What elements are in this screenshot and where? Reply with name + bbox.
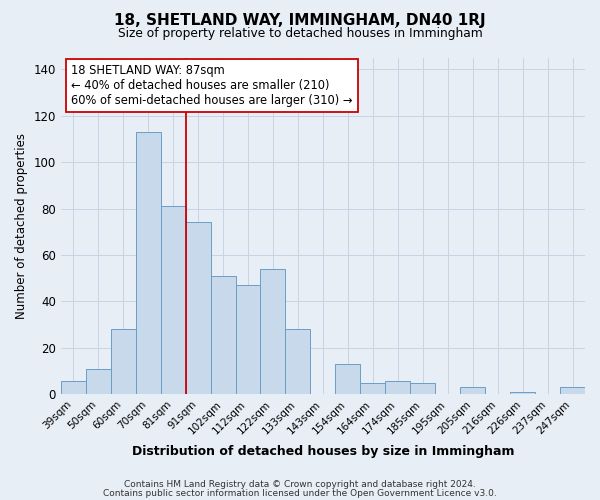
Bar: [410, 383, 435, 394]
Bar: [460, 388, 485, 394]
Bar: [61, 380, 86, 394]
Text: Contains HM Land Registry data © Crown copyright and database right 2024.: Contains HM Land Registry data © Crown c…: [124, 480, 476, 489]
Bar: [236, 285, 260, 395]
Text: Contains public sector information licensed under the Open Government Licence v3: Contains public sector information licen…: [103, 489, 497, 498]
Bar: [361, 383, 385, 394]
Y-axis label: Number of detached properties: Number of detached properties: [15, 133, 28, 319]
Text: 18 SHETLAND WAY: 87sqm
← 40% of detached houses are smaller (210)
60% of semi-de: 18 SHETLAND WAY: 87sqm ← 40% of detached…: [71, 64, 353, 107]
X-axis label: Distribution of detached houses by size in Immingham: Distribution of detached houses by size …: [131, 444, 514, 458]
Bar: [211, 276, 236, 394]
Text: Size of property relative to detached houses in Immingham: Size of property relative to detached ho…: [118, 28, 482, 40]
Text: 18, SHETLAND WAY, IMMINGHAM, DN40 1RJ: 18, SHETLAND WAY, IMMINGHAM, DN40 1RJ: [114, 12, 486, 28]
Bar: [185, 222, 211, 394]
Bar: [510, 392, 535, 394]
Bar: [385, 380, 410, 394]
Bar: [161, 206, 185, 394]
Bar: [335, 364, 361, 394]
Bar: [560, 388, 585, 394]
Bar: [86, 369, 111, 394]
Bar: [111, 330, 136, 394]
Bar: [286, 330, 310, 394]
Bar: [136, 132, 161, 394]
Bar: [260, 269, 286, 394]
